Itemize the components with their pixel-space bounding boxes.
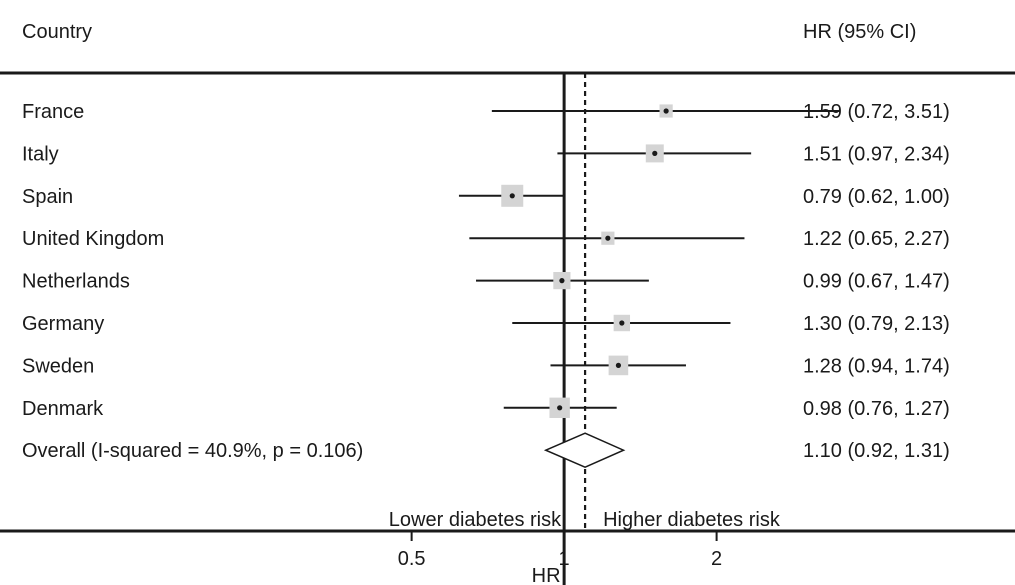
study-label: United Kingdom [22, 228, 164, 250]
hr-ci-value: 0.98 (0.76, 1.27) [803, 398, 950, 420]
study-label: Denmark [22, 398, 104, 420]
value-column-header: HR (95% CI) [803, 21, 916, 43]
study-row: France 1.59 (0.72, 3.51) [22, 101, 950, 123]
x-axis-ticks: 0.5 1 2 [398, 531, 722, 570]
direction-label-lower: Lower diabetes risk [389, 509, 562, 531]
study-label: Germany [22, 313, 104, 335]
study-label: Spain [22, 186, 73, 208]
hr-ci-value: 1.59 (0.72, 3.51) [803, 101, 950, 123]
study-label: Netherlands [22, 271, 130, 293]
hr-ci-value: 1.22 (0.65, 2.27) [803, 228, 950, 250]
study-row: Netherlands 0.99 (0.67, 1.47) [22, 271, 950, 293]
study-label: Sweden [22, 355, 94, 377]
study-label: Italy [22, 143, 59, 165]
study-row: Spain 0.79 (0.62, 1.00) [22, 184, 950, 208]
point-estimate [605, 235, 611, 241]
overall-row: Overall (I-squared = 40.9%, p = 0.106) 1.… [22, 432, 950, 469]
study-row: United Kingdom 1.22 (0.65, 2.27) [22, 228, 950, 250]
point-estimate [509, 193, 515, 199]
study-row: Italy 1.51 (0.97, 2.34) [22, 143, 950, 165]
x-axis-label: HR [532, 565, 561, 585]
header: Country HR (95% CI) [22, 21, 916, 43]
overall-diamond [543, 432, 626, 469]
hr-ci-value: 1.51 (0.97, 2.34) [803, 143, 950, 165]
point-estimate [619, 320, 625, 326]
point-estimate [557, 405, 563, 411]
study-row: Germany 1.30 (0.79, 2.13) [22, 313, 950, 335]
x-tick-label: 1 [559, 548, 570, 570]
study-row: Sweden 1.28 (0.94, 1.74) [22, 355, 950, 377]
study-rows: France 1.59 (0.72, 3.51) Italy 1.51 (0.97, … [22, 101, 950, 420]
direction-labels: Lower diabetes risk Higher diabetes risk [389, 509, 781, 531]
hr-ci-value: 1.30 (0.79, 2.13) [803, 313, 950, 335]
overall-label: Overall (I-squared = 40.9%, p = 0.106) [22, 440, 363, 462]
hr-ci-value: 0.99 (0.67, 1.47) [803, 271, 950, 293]
overall-hr-ci-value: 1.10 (0.92, 1.31) [803, 440, 950, 462]
x-tick-label: 0.5 [398, 548, 426, 570]
study-label: France [22, 101, 84, 123]
point-estimate [559, 278, 565, 284]
direction-label-higher: Higher diabetes risk [603, 509, 781, 531]
hr-ci-value: 0.79 (0.62, 1.00) [803, 186, 950, 208]
label-column-header: Country [22, 21, 92, 43]
point-estimate [663, 108, 669, 114]
point-estimate [615, 362, 622, 368]
study-row: Denmark 0.98 (0.76, 1.27) [22, 397, 950, 420]
point-estimate [652, 150, 658, 156]
x-tick-label: 2 [711, 548, 722, 570]
hr-ci-value: 1.28 (0.94, 1.74) [803, 355, 950, 377]
